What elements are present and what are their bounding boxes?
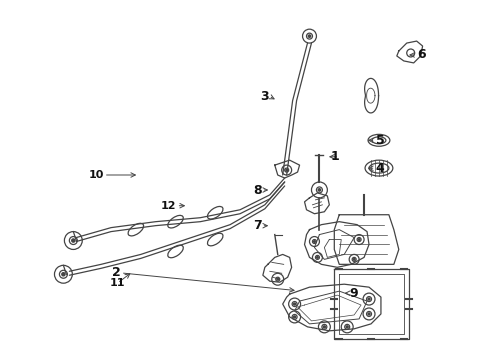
Circle shape xyxy=(307,35,310,37)
Text: 10: 10 xyxy=(88,170,103,180)
Circle shape xyxy=(72,239,75,242)
Text: 1: 1 xyxy=(330,150,338,163)
Circle shape xyxy=(346,326,347,328)
Text: 12: 12 xyxy=(161,201,176,211)
Text: 5: 5 xyxy=(375,134,384,147)
Circle shape xyxy=(358,239,359,240)
Text: 3: 3 xyxy=(260,90,268,103)
Text: 11: 11 xyxy=(109,278,125,288)
Circle shape xyxy=(353,258,354,260)
Circle shape xyxy=(367,313,369,315)
Circle shape xyxy=(285,169,287,171)
Circle shape xyxy=(367,298,369,300)
Text: 2: 2 xyxy=(112,266,121,279)
Text: 7: 7 xyxy=(252,219,261,232)
Circle shape xyxy=(293,303,295,305)
Circle shape xyxy=(318,189,320,191)
Text: 4: 4 xyxy=(375,162,384,175)
Circle shape xyxy=(313,241,315,242)
Text: 9: 9 xyxy=(349,287,358,300)
Text: 6: 6 xyxy=(416,49,425,62)
Circle shape xyxy=(316,257,318,258)
Circle shape xyxy=(61,273,65,276)
Circle shape xyxy=(276,278,278,280)
Circle shape xyxy=(293,316,295,318)
Text: 8: 8 xyxy=(252,184,261,197)
Circle shape xyxy=(323,326,325,328)
